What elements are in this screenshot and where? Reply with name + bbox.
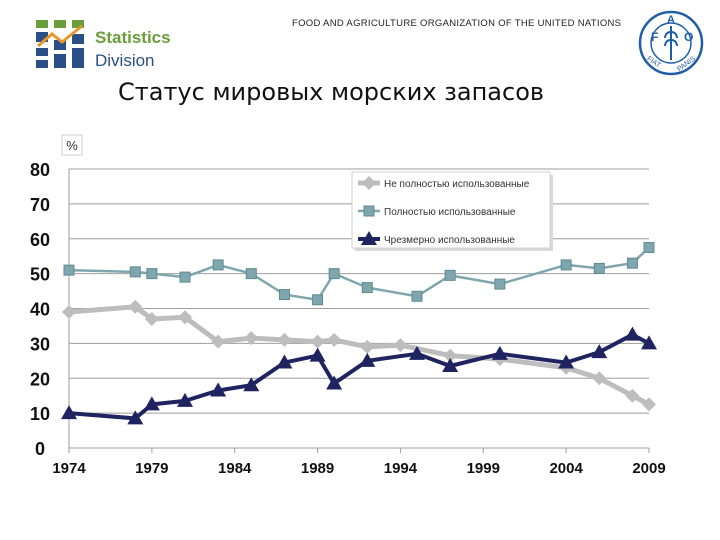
y-tick-label: 10 (30, 404, 50, 424)
data-point-series-3 (591, 344, 608, 359)
data-point-series-1 (592, 371, 607, 386)
data-point-series-2 (212, 259, 224, 271)
data-point-series-2 (361, 282, 373, 294)
data-point-series-3 (143, 396, 160, 411)
data-point-series-3 (641, 335, 657, 350)
data-point-series-1 (360, 339, 375, 354)
data-point-series-1 (128, 299, 143, 314)
x-tick-label: 1994 (384, 460, 418, 477)
ylabel: % (66, 138, 78, 153)
y-tick-label: 20 (30, 369, 50, 389)
x-tick-label: 2004 (549, 460, 583, 477)
data-point-series-3 (442, 358, 459, 373)
data-point-series-3 (210, 382, 227, 397)
data-point-series-2 (63, 264, 75, 276)
data-point-series-3 (127, 410, 144, 425)
legend-marker-1 (362, 176, 376, 190)
data-point-series-2 (593, 262, 605, 274)
data-point-series-1 (277, 332, 292, 347)
data-point-series-1 (62, 304, 76, 319)
data-point-series-3 (309, 347, 326, 362)
data-point-series-3 (359, 352, 376, 367)
statistics-division-logo (36, 20, 84, 68)
ylabel-box (61, 134, 83, 156)
data-point-series-1 (178, 310, 192, 325)
x-tick-label: 1974 (52, 460, 86, 477)
data-point-series-1 (443, 348, 458, 363)
data-point-series-2 (444, 269, 456, 281)
x-tick-label: 1989 (301, 460, 334, 477)
data-point-series-2 (328, 268, 340, 280)
data-point-series-1 (625, 388, 640, 403)
legend-marker-3 (361, 231, 377, 245)
data-point-series-2 (179, 271, 191, 283)
data-point-series-2 (560, 259, 572, 271)
x-tick-label: 2009 (632, 460, 665, 477)
data-point-series-2 (146, 268, 158, 280)
data-point-series-1 (310, 334, 325, 349)
legend-marker-2 (363, 205, 375, 217)
data-point-series-2 (129, 266, 141, 278)
x-tick-label: 1999 (467, 460, 500, 477)
chart-title: Статус мировых морских запасов (118, 78, 545, 106)
data-point-series-2 (278, 289, 290, 301)
data-point-series-3 (491, 345, 508, 360)
data-point-series-3 (61, 405, 77, 420)
y-tick-label: 0 (35, 439, 45, 459)
data-point-series-3 (624, 326, 641, 341)
data-point-series-2 (626, 257, 638, 269)
fao-emblem-icon (664, 26, 678, 60)
y-tick-label: 50 (30, 265, 50, 285)
fao-letter-a: A (667, 14, 675, 26)
y-tick-label: 80 (30, 160, 50, 180)
y-tick-label: 60 (30, 230, 50, 250)
data-point-series-3 (243, 377, 260, 392)
y-tick-label: 40 (30, 300, 50, 320)
logo-text-division: Division (95, 51, 155, 70)
data-point-series-3 (326, 375, 343, 390)
data-point-series-3 (276, 354, 293, 369)
data-point-series-1 (393, 338, 408, 353)
data-point-series-1 (144, 311, 159, 326)
data-point-series-1 (244, 331, 259, 346)
data-point-series-3 (177, 392, 193, 407)
legend-label-2: Полностью использованные (384, 207, 516, 218)
data-point-series-1 (642, 397, 656, 412)
data-point-series-3 (558, 354, 575, 369)
organization-name: FOOD AND AGRICULTURE ORGANIZATION OF THE… (292, 18, 622, 29)
fao-logo: F A O FIAT PANIS (638, 10, 704, 76)
legend-box (351, 171, 551, 249)
y-tick-label: 70 (30, 195, 50, 215)
data-point-series-2 (312, 294, 324, 306)
logo-text-statistics: Statistics (95, 28, 171, 47)
data-point-series-2 (643, 241, 655, 253)
data-point-series-2 (245, 268, 257, 280)
x-tick-label: 1979 (135, 460, 168, 477)
chart: % 0 10 20 30 40 50 60 70 80 1974 1979 1984 1989 1994 19… (30, 134, 666, 477)
legend-label-3: Чрезмерно использованные (384, 235, 515, 246)
x-tick-label: 1984 (218, 460, 252, 477)
data-point-series-3 (409, 345, 425, 360)
data-point-series-2 (494, 278, 506, 290)
legend-label-1: Не полностью использованные (384, 179, 530, 190)
data-point-series-1 (327, 332, 342, 347)
fao-letter-o: O (684, 30, 693, 44)
data-point-series-1 (211, 334, 226, 349)
y-tick-label: 30 (30, 334, 50, 354)
fao-letter-f: F (651, 30, 658, 44)
data-point-series-2 (411, 290, 423, 302)
